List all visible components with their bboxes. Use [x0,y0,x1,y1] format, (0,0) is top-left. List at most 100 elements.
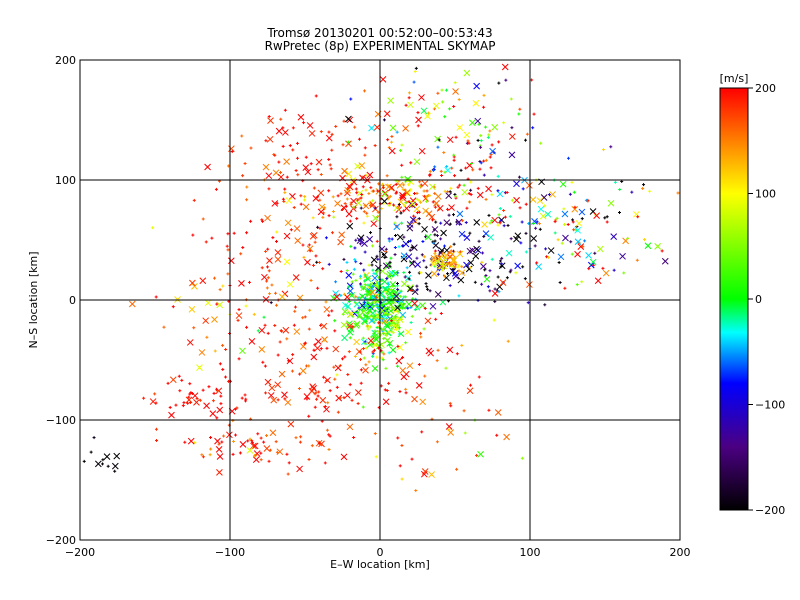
point-plus-marker [101,462,105,466]
colorbar-ticks: 200 100 0 −100 −200 [748,82,785,517]
point-x-marker [306,245,314,253]
point-plus-marker [510,198,514,202]
point-x-marker [420,470,428,478]
point-plus-marker [424,235,428,239]
point-plus-marker [431,200,435,204]
point-x-marker [404,175,412,183]
point-x-marker [404,189,412,197]
point-plus-marker [273,323,277,327]
point-plus-marker [419,335,423,339]
point-plus-marker [245,185,249,189]
point-plus-marker [353,354,357,358]
point-x-marker [443,219,451,226]
point-x-marker [168,411,175,419]
point-plus-marker [422,189,426,193]
point-plus-marker [279,329,283,333]
point-plus-marker [587,267,591,271]
point-plus-marker [323,206,327,210]
point-x-marker [448,250,456,258]
point-plus-marker [358,137,362,141]
point-plus-marker [524,138,528,142]
point-plus-marker [424,282,428,286]
point-plus-marker [269,301,273,305]
point-plus-marker [325,379,329,383]
point-plus-marker [275,201,279,205]
point-plus-marker [500,256,504,260]
point-x-marker [575,220,583,227]
point-plus-marker [479,145,483,149]
point-x-marker [456,250,464,258]
point-plus-marker [428,289,432,293]
point-plus-marker [215,302,219,306]
point-x-marker [235,312,243,319]
point-plus-marker [352,205,356,209]
point-plus-marker [345,197,349,201]
point-plus-marker [345,269,349,273]
point-plus-marker [358,242,362,246]
point-plus-marker [342,292,346,296]
point-plus-marker [359,282,363,286]
point-x-marker [383,321,391,329]
point-plus-marker [387,204,391,208]
point-plus-marker [504,78,508,82]
point-plus-marker [195,397,199,401]
point-plus-marker [573,205,577,209]
point-plus-marker [307,243,311,247]
point-plus-marker [186,401,190,405]
point-plus-marker [505,190,509,194]
point-plus-marker [231,452,235,456]
point-x-marker [302,203,310,211]
point-plus-marker [630,190,634,194]
point-plus-marker [382,328,386,332]
point-plus-marker [642,183,646,187]
colorbar [719,87,749,511]
point-plus-marker [445,272,449,276]
point-plus-marker [360,192,364,196]
point-x-marker [395,357,403,365]
point-plus-marker [460,265,464,269]
y-tick-label: 0 [69,294,76,307]
point-x-marker [445,192,453,200]
point-plus-marker [142,396,146,400]
point-plus-marker [480,260,484,264]
point-x-marker [661,257,669,265]
point-plus-marker [325,346,329,350]
point-x-marker [308,130,316,137]
point-plus-marker [356,198,360,202]
point-plus-marker [322,375,326,379]
point-plus-marker [348,336,352,340]
axis-ticks: −200−200 −100 −100 0 0 100 100 200 200 [46,54,691,559]
point-plus-marker [417,210,421,214]
point-plus-marker [363,250,367,254]
point-x-marker [187,437,195,445]
point-x-marker [407,101,414,109]
point-plus-marker [341,143,345,147]
point-plus-marker [314,94,318,98]
point-x-marker [424,112,431,120]
point-plus-marker [570,180,574,184]
point-plus-marker [387,351,391,355]
point-x-marker [587,261,595,269]
point-plus-marker [555,216,559,220]
point-plus-marker [155,438,159,442]
point-x-marker [188,306,196,313]
point-x-marker [366,235,374,243]
point-plus-marker [562,222,566,226]
point-x-marker [286,280,294,288]
point-plus-marker [334,124,338,128]
point-x-marker [441,256,449,263]
point-plus-marker [508,214,512,218]
point-x-marker [285,197,293,204]
point-plus-marker [490,219,494,223]
point-x-marker [209,410,217,417]
point-plus-marker [359,357,363,361]
point-plus-marker [361,185,365,189]
point-plus-marker [618,188,622,192]
point-x-marker [350,197,357,205]
point-plus-marker [293,305,297,309]
point-plus-marker [264,249,268,253]
point-x-marker [445,423,453,430]
point-plus-marker [414,203,418,207]
point-plus-marker [372,271,376,275]
point-x-marker [202,317,210,325]
